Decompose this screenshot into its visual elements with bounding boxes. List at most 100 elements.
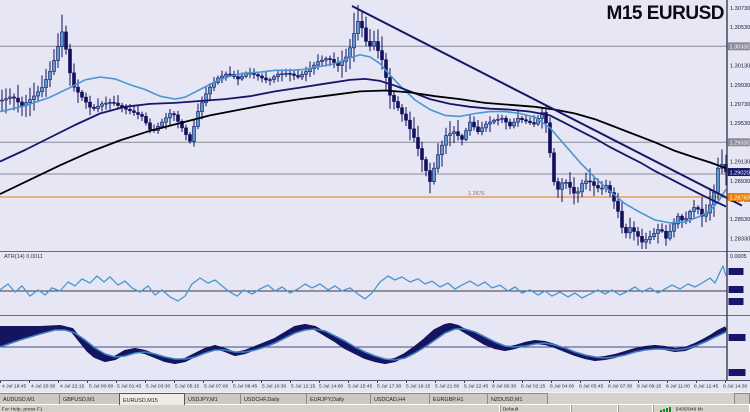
candle bbox=[128, 108, 132, 112]
time-axis[interactable]: 4 Jul 18:45 4 Jul 20:30 4 Jul 22:15 5 Jul 0… bbox=[0, 380, 750, 392]
price-chart-canvas[interactable]: 1.30730 1.30530 1.30330 1.30130 1.29930 1.297… bbox=[0, 0, 750, 380]
candle bbox=[84, 96, 88, 103]
time-axis-label: 8 Jul 11:00 bbox=[665, 383, 690, 389]
chart-tab-usdjpy-m1[interactable]: USDJPY,M1 bbox=[184, 393, 242, 404]
candle bbox=[480, 127, 484, 133]
candle bbox=[652, 233, 656, 237]
price-axis-label: 1.29530 bbox=[730, 121, 750, 127]
candle bbox=[372, 41, 376, 47]
candle bbox=[416, 137, 420, 149]
candle bbox=[580, 183, 584, 193]
time-axis-label: 5 Jul 07:00 bbox=[203, 383, 229, 389]
candle bbox=[632, 227, 636, 232]
candle bbox=[572, 187, 576, 194]
candle bbox=[192, 126, 196, 142]
candle bbox=[4, 98, 8, 101]
candle bbox=[324, 58, 328, 61]
candle bbox=[388, 77, 392, 96]
candle bbox=[124, 107, 128, 110]
chart-tab-label: GBPUSD,M1 bbox=[63, 396, 95, 402]
candle bbox=[692, 207, 696, 212]
candle bbox=[80, 91, 84, 98]
candle bbox=[260, 75, 264, 79]
candle bbox=[176, 114, 180, 122]
status-empty-cell-1 bbox=[572, 405, 619, 412]
indicator-label: ATR(14) 0.0011 bbox=[4, 253, 43, 260]
status-empty-cell-2 bbox=[619, 405, 654, 412]
oscillator-line bbox=[0, 265, 727, 302]
candle bbox=[712, 191, 716, 206]
chart-tab-eurusd-m15[interactable]: EURUSD,M15 bbox=[119, 393, 186, 405]
candle bbox=[668, 230, 672, 239]
candle bbox=[556, 181, 560, 190]
chart-tab-eurgbp-h1[interactable]: EURGBP,H1 bbox=[429, 393, 489, 404]
candle bbox=[564, 181, 568, 184]
time-axis-label: 8 Jul 00:30 bbox=[492, 383, 517, 389]
candle bbox=[468, 121, 472, 132]
chart-tab-bar: AUDUSD,M1 GBPUSD,M1 EURUSD,M15 USDJPY,M1 USD… bbox=[0, 392, 750, 406]
candle bbox=[276, 73, 280, 78]
candle bbox=[364, 27, 368, 42]
chart-tab-nzdusd-m1[interactable]: NZDUSD,M1 bbox=[487, 393, 548, 404]
time-axis-label: 5 Jul 15:45 bbox=[348, 383, 373, 389]
candle bbox=[656, 229, 660, 234]
candle bbox=[636, 231, 640, 237]
status-bar: For Help, press F1 Default 5405/948 kb bbox=[0, 404, 750, 412]
chart-tab-usdcad-h4[interactable]: USDCAD,H4 bbox=[370, 393, 431, 404]
candle bbox=[660, 229, 664, 232]
candle bbox=[168, 113, 172, 119]
candle bbox=[696, 207, 700, 210]
candle bbox=[408, 119, 412, 130]
candle bbox=[448, 133, 452, 136]
time-axis-label: 8 Jul 02:15 bbox=[521, 383, 546, 389]
traffic-counter: 5405/948 kb bbox=[675, 406, 703, 412]
candle bbox=[288, 73, 292, 75]
chart-tab-label: USDJPY,M1 bbox=[188, 396, 218, 402]
price-axis-label: 1.29730 bbox=[730, 102, 750, 108]
status-profile-cell[interactable]: Default bbox=[501, 405, 572, 412]
time-axis-label: 8 Jul 14:30 bbox=[723, 383, 748, 389]
pane2-axis-label: 0.0005 bbox=[730, 254, 747, 260]
candle bbox=[264, 77, 268, 81]
chart-tab-eurjpy-daily[interactable]: EURJPY,Daily bbox=[306, 393, 372, 404]
candle bbox=[284, 73, 288, 75]
candle bbox=[68, 48, 72, 74]
chart-tab-label: NZDUSD,M1 bbox=[491, 396, 523, 402]
candle bbox=[76, 86, 80, 93]
candle bbox=[64, 31, 68, 50]
candle bbox=[644, 239, 648, 243]
price-tag bbox=[727, 192, 750, 201]
candle bbox=[684, 218, 688, 221]
svg-text:1.28760: 1.28760 bbox=[730, 195, 750, 201]
price-axis-label: 1.29130 bbox=[730, 160, 750, 166]
time-axis-label: 5 Jul 14:00 bbox=[319, 383, 344, 389]
candle bbox=[28, 99, 32, 104]
time-axis-label: 5 Jul 22:45 bbox=[463, 383, 488, 389]
chart-tab-usdchf-daily[interactable]: USDCHF,Daily bbox=[240, 393, 308, 404]
candle bbox=[424, 159, 428, 171]
candle bbox=[380, 50, 384, 61]
candle bbox=[36, 91, 40, 97]
time-axis-label: 5 Jul 08:45 bbox=[232, 383, 258, 389]
candle bbox=[92, 106, 96, 109]
price-axis-label: 1.30730 bbox=[730, 6, 750, 12]
candle bbox=[460, 135, 464, 140]
candle bbox=[256, 74, 260, 77]
price-axis-label: 1.28730 bbox=[730, 198, 750, 204]
time-axis-label: 4 Jul 20:30 bbox=[30, 383, 56, 389]
candle bbox=[640, 236, 644, 243]
candle bbox=[540, 112, 544, 119]
candle bbox=[48, 71, 52, 80]
chart-tab-audusd-m1[interactable]: AUDUSD,M1 bbox=[0, 393, 61, 404]
price-axis-label: 1.28530 bbox=[730, 217, 750, 223]
candle bbox=[524, 119, 528, 122]
candle bbox=[504, 117, 508, 123]
candle bbox=[464, 130, 468, 140]
chart-tab-gbpusd-m1[interactable]: GBPUSD,M1 bbox=[59, 393, 121, 404]
trendline bbox=[351, 5, 743, 207]
time-axis-label: 5 Jul 17:30 bbox=[377, 383, 402, 389]
candle bbox=[600, 187, 604, 190]
pane2-axis-tag bbox=[728, 298, 744, 305]
candle bbox=[332, 59, 336, 63]
